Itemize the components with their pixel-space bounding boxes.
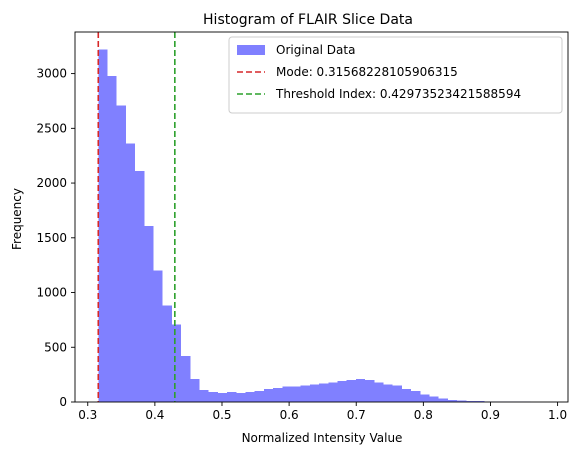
y-tick-label: 3000	[36, 67, 67, 81]
histogram-bar	[429, 396, 439, 402]
x-tick-label: 0.5	[212, 408, 231, 422]
histogram-bar	[337, 381, 347, 402]
y-tick-label: 0	[59, 395, 67, 409]
histogram-bar	[309, 384, 320, 402]
histogram-bar	[401, 388, 412, 402]
histogram-bar	[153, 270, 163, 402]
histogram-bar	[346, 380, 356, 402]
histogram-bar	[392, 385, 402, 402]
legend-label: Original Data	[276, 43, 355, 57]
histogram-bar	[420, 394, 430, 402]
legend-box	[228, 36, 563, 114]
histogram-bar	[116, 105, 126, 402]
histogram-bar	[282, 386, 292, 402]
x-tick-label: 0.4	[145, 408, 164, 422]
x-tick-label: 0.7	[347, 408, 366, 422]
histogram-bar	[171, 324, 182, 402]
x-axis-label: Normalized Intensity Value	[242, 431, 403, 445]
histogram-bar	[144, 225, 154, 402]
histogram-bar	[328, 382, 338, 402]
legend: Original Data Mode: 0.31568228105906315 Th…	[228, 36, 563, 114]
histogram-bar	[107, 75, 117, 402]
y-tick-label: 500	[44, 340, 67, 354]
legend-label: Threshold Index: 0.42973523421588594	[275, 87, 521, 101]
histogram-bar	[263, 388, 274, 402]
histogram-bar	[457, 400, 467, 402]
histogram-bar	[125, 143, 136, 402]
plot-area: 0.3 0.4 0.5 0.6 0.7 0.8 0.9 1.0 0 500 1000 1500 2000…	[36, 31, 580, 422]
legend-swatch-original-data	[237, 45, 265, 55]
histogram-bar	[254, 391, 264, 402]
histogram-bar	[190, 379, 200, 402]
histogram-bar	[291, 386, 301, 402]
histogram-bar	[374, 382, 384, 402]
histogram-bar	[236, 393, 246, 402]
x-tick-label: 1.0	[548, 408, 567, 422]
histogram-bar	[208, 392, 218, 402]
histogram-bar	[383, 384, 393, 402]
histogram-bar	[98, 49, 108, 402]
y-axis-label: Frequency	[10, 188, 24, 250]
histogram-bar	[227, 392, 237, 402]
histogram-bar	[273, 387, 283, 402]
histogram-bar	[365, 380, 375, 402]
y-tick-label: 2000	[36, 176, 67, 190]
y-tick-label: 2500	[36, 121, 67, 135]
x-tick-label: 0.8	[414, 408, 433, 422]
y-tick-label: 1000	[36, 286, 67, 300]
histogram-bar	[466, 400, 476, 402]
histogram-bar	[135, 171, 145, 402]
histogram-bar	[199, 389, 209, 402]
histogram-bar	[438, 398, 448, 402]
histogram-bar	[181, 356, 191, 402]
x-tick-label: 0.6	[280, 408, 299, 422]
histogram-bar	[162, 305, 172, 402]
axes-frame	[74, 31, 569, 403]
histogram-bar	[411, 391, 421, 402]
legend-label: Mode: 0.31568228105906315	[276, 65, 458, 79]
chart-title: Histogram of FLAIR Slice Data	[203, 12, 413, 28]
histogram-bar	[447, 399, 458, 402]
histogram-bar	[245, 392, 255, 402]
x-tick-label: 0.3	[78, 408, 97, 422]
histogram-bar	[217, 393, 228, 402]
y-tick-label: 1500	[36, 231, 67, 245]
histogram-bar	[300, 385, 310, 402]
histogram-bar	[319, 383, 329, 402]
x-tick-label: 0.9	[481, 408, 500, 422]
histogram-bar	[355, 379, 366, 402]
